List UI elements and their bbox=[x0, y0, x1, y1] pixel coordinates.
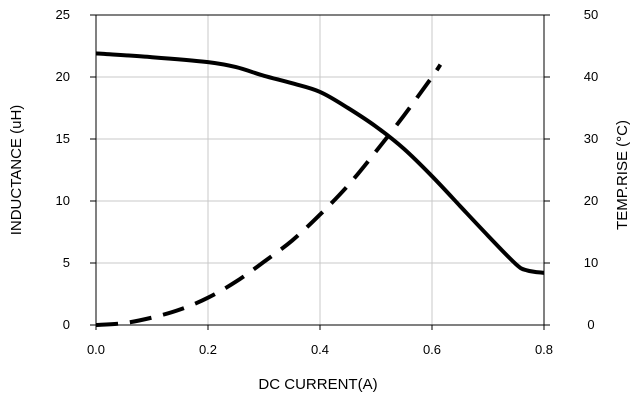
y-tick-label: 15 bbox=[56, 131, 70, 146]
y-tick-label: 20 bbox=[56, 69, 70, 84]
y2-tick-label: 0 bbox=[587, 317, 594, 332]
y-tick-label: 10 bbox=[56, 193, 70, 208]
grid bbox=[96, 15, 544, 325]
y2-tick-label: 50 bbox=[584, 7, 598, 22]
inductance-series-line bbox=[95, 51, 545, 275]
y2-tick-label: 40 bbox=[584, 69, 598, 84]
x-tick-label: 0.8 bbox=[535, 342, 553, 357]
x-tick-label: 0.4 bbox=[311, 342, 329, 357]
y-axis-label-left: INDUCTANCE (uH) bbox=[8, 105, 25, 236]
y-axis-label-right: TEMP.RISE (°C) bbox=[614, 120, 631, 230]
y-tick-label: 0 bbox=[63, 317, 70, 332]
y2-tick-label: 30 bbox=[584, 131, 598, 146]
ticks: 0.0 0.2 0.4 0.6 0.8 0 5 10 15 20 25 0 10 20 30 40 50 bbox=[56, 7, 599, 357]
y-tick-label: 25 bbox=[56, 7, 70, 22]
series-layer bbox=[95, 51, 545, 327]
temp-rise-series-line bbox=[95, 63, 443, 327]
y2-tick-label: 20 bbox=[584, 193, 598, 208]
x-tick-label: 0.0 bbox=[87, 342, 105, 357]
y2-tick-label: 10 bbox=[584, 255, 598, 270]
x-axis-label: DC CURRENT(A) bbox=[258, 376, 377, 393]
y-tick-label: 5 bbox=[63, 255, 70, 270]
x-tick-label: 0.2 bbox=[199, 342, 217, 357]
x-tick-label: 0.6 bbox=[423, 342, 441, 357]
